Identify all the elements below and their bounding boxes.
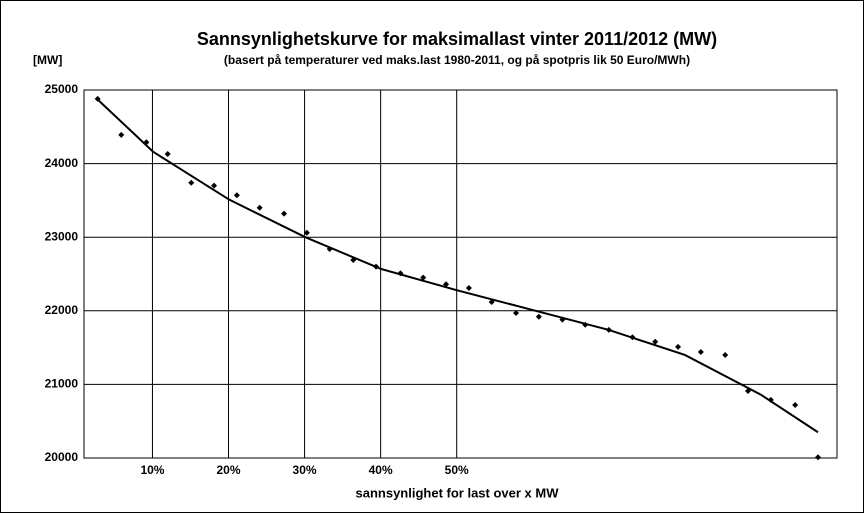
x-tick-label: 20% <box>216 463 240 477</box>
y-axis-label: [MW] <box>33 53 62 67</box>
data-point <box>722 351 729 358</box>
data-point <box>211 182 218 189</box>
data-point <box>792 402 799 409</box>
x-tick-label: 50% <box>445 463 469 477</box>
chart-subtitle: (basert på temperaturer ved maks.last 19… <box>224 53 690 67</box>
data-point <box>697 349 704 356</box>
data-point <box>164 151 171 158</box>
trend-line <box>95 97 819 434</box>
data-point <box>118 131 125 138</box>
data-point <box>420 274 427 281</box>
data-point <box>281 210 288 217</box>
y-tick-label: 20000 <box>45 450 79 464</box>
plot-area <box>83 89 838 459</box>
data-point <box>675 343 682 350</box>
y-tick-label: 23000 <box>45 229 79 243</box>
y-tick-label: 25000 <box>45 82 79 96</box>
y-tick-label: 24000 <box>45 156 79 170</box>
data-point <box>256 204 263 211</box>
data-point <box>814 454 821 461</box>
data-point <box>652 338 659 345</box>
data-point <box>188 179 195 186</box>
data-point <box>535 313 542 320</box>
y-tick-label: 22000 <box>45 303 79 317</box>
data-point <box>303 229 310 236</box>
data-point <box>465 284 472 291</box>
data-point <box>233 192 240 199</box>
data-point <box>513 310 520 317</box>
x-tick-label: 10% <box>140 463 164 477</box>
chart-title: Sannsynlighetskurve for maksimallast vin… <box>197 29 717 49</box>
x-axis-label: sannsynlighet for last over x MW <box>356 485 560 500</box>
x-tick-label: 30% <box>293 463 317 477</box>
y-tick-label: 21000 <box>45 377 79 391</box>
x-tick-label: 40% <box>369 463 393 477</box>
